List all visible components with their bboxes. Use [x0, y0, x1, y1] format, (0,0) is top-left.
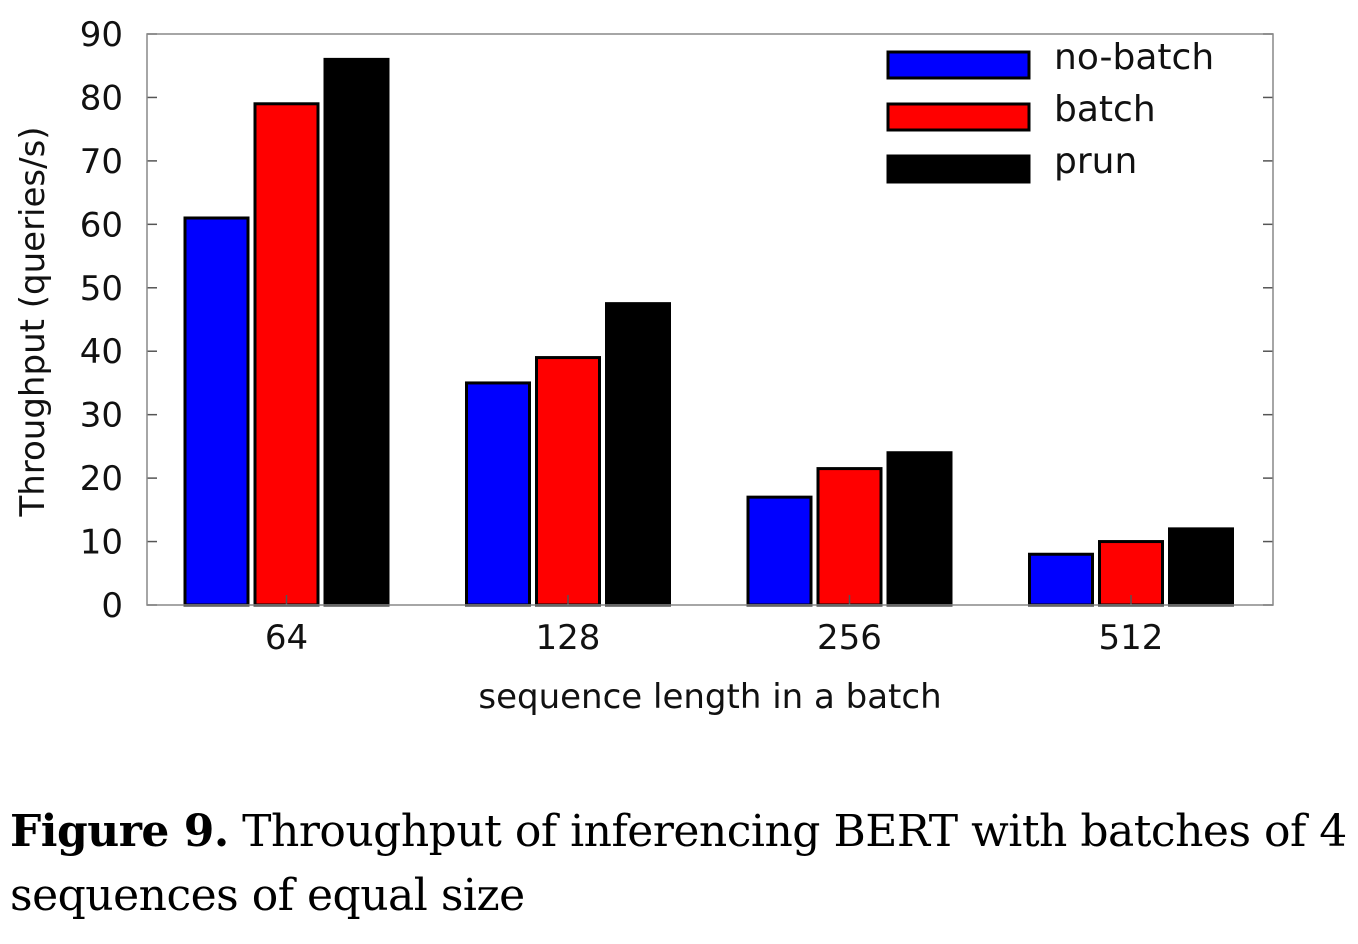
bar-prun-512: [1168, 527, 1234, 607]
legend-label-no-batch: no-batch: [1054, 37, 1214, 78]
y-tick-label: 80: [80, 78, 123, 118]
y-tick-label: 10: [80, 523, 123, 563]
legend-swatch-prun: [886, 154, 1031, 184]
y-axis-label: Throughput (queries/s): [13, 126, 53, 517]
bar-prun-64: [323, 57, 390, 607]
x-tick-label: 64: [265, 618, 308, 658]
bar-batch-128: [535, 356, 601, 607]
y-axis-ticks: 0 10 20 30 40 50 60 70 80 90: [80, 15, 1273, 626]
bar-batch-64: [253, 102, 320, 607]
y-tick-label: 60: [80, 205, 123, 245]
x-axis-ticks: 64 128 256 512: [265, 595, 1164, 658]
x-tick-label: 256: [817, 618, 882, 658]
legend-swatch-no-batch: [886, 50, 1031, 80]
y-tick-label: 30: [80, 396, 123, 436]
bar-batch-256: [816, 467, 883, 607]
caption-text: Throughput of inferencing BERT with batc…: [10, 806, 1347, 921]
bar-no-batch-64: [183, 216, 250, 607]
x-tick-label: 128: [536, 618, 601, 658]
bar-no-batch-512: [1028, 552, 1094, 607]
bar-prun-256: [886, 451, 953, 607]
legend-label-prun: prun: [1054, 141, 1137, 182]
x-axis-label: sequence length in a batch: [478, 677, 941, 717]
bar-no-batch-256: [746, 495, 813, 607]
plot-frame: [146, 33, 1274, 606]
y-tick-label: 50: [80, 269, 123, 309]
y-tick-label: 70: [80, 142, 123, 182]
legend-swatch-batch: [886, 102, 1031, 132]
legend: no-batch batch prun: [886, 37, 1214, 184]
figure-caption: Figure 9. Throughput of inferencing BERT…: [10, 800, 1355, 928]
caption-lead: Figure 9.: [10, 806, 229, 857]
y-tick-label: 0: [101, 586, 123, 626]
y-tick-label: 90: [80, 15, 123, 55]
x-tick-label: 512: [1099, 618, 1164, 658]
y-tick-label: 40: [80, 332, 123, 372]
bar-prun-128: [605, 302, 671, 607]
y-tick-label: 20: [80, 459, 123, 499]
throughput-bar-chart: 0 10 20 30 40 50 60 70 80 90 64 128 256 512 no-batch…: [13, 15, 1274, 717]
legend-label-batch: batch: [1054, 89, 1156, 130]
bar-no-batch-128: [465, 381, 531, 607]
